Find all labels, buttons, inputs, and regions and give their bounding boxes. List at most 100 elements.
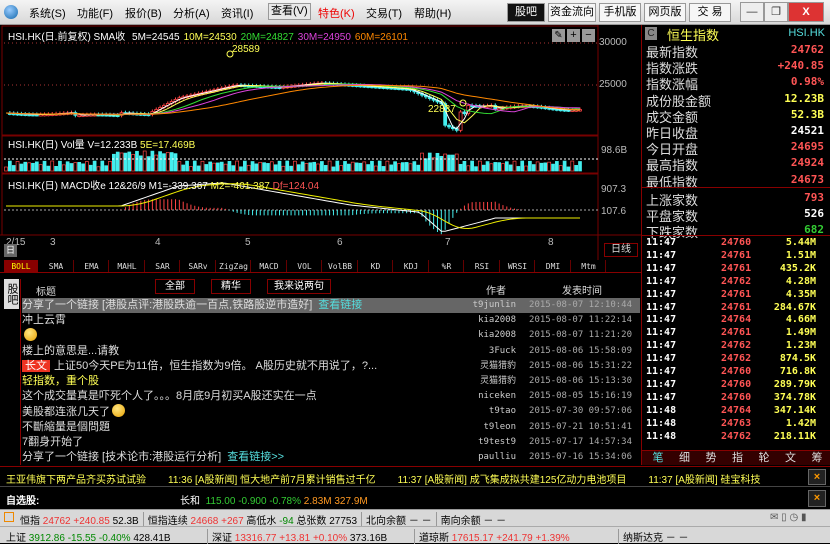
close-button[interactable]: X	[788, 2, 824, 22]
post-author[interactable]: 3Fuck	[488, 345, 516, 356]
news-item[interactable]: 11:36 [A股新闻] 恒大地产前7月累计销售过千亿	[168, 475, 376, 486]
volume-bar	[493, 162, 498, 172]
indicator-tab[interactable]: %R	[430, 260, 464, 273]
detail-tab[interactable]: 轮	[758, 452, 770, 464]
hsi-segment[interactable]: 恒指 24762 +240.85 52.3B	[20, 516, 139, 527]
indicator-tab[interactable]: KD	[359, 260, 393, 273]
maximize-button[interactable]: ❐	[764, 2, 788, 22]
kline-chart[interactable]	[0, 25, 641, 260]
post-author[interactable]: t9leon	[483, 421, 516, 432]
volume-bar	[304, 163, 309, 172]
indicator-tab[interactable]: SMA	[40, 260, 74, 273]
indicator-tab[interactable]: VolBB	[324, 260, 358, 273]
indicator-tab[interactable]: EMA	[75, 260, 109, 273]
indicator-tab[interactable]: MAHL	[111, 260, 145, 273]
indicator-tab[interactable]: SARv	[182, 260, 216, 273]
menu-quote[interactable]: 报价(B)	[125, 8, 162, 20]
detail-tab[interactable]: 势	[705, 452, 717, 464]
trade-button[interactable]: 交 易	[689, 3, 731, 22]
futures-segment[interactable]: 恒指连续 24668 +267 高低水 -94 总张数 27753	[142, 512, 361, 527]
forum-post[interactable]: 不斷縮量是個問題 t9leon 2015-07-21 10:51:41	[22, 420, 640, 435]
tool-icons[interactable]: ✉ ▯ ◷ ▮	[770, 512, 807, 523]
menu-system[interactable]: 系统(S)	[29, 8, 66, 20]
web-button[interactable]: 网页版	[644, 3, 686, 22]
detail-tab[interactable]: 筹	[811, 452, 823, 464]
news-item[interactable]: 11:37 [A股新闻] 成飞集成拟共建125亿动力电池项目	[397, 475, 627, 486]
edit-icon[interactable]: ✎	[552, 29, 565, 42]
post-button[interactable]: 我来说两句	[267, 279, 331, 294]
detail-tab[interactable]: 指	[732, 452, 743, 464]
forum-post[interactable]: 轻指数，重个股 灵猫猎豹 2015-08-06 15:13:30	[22, 374, 640, 389]
shanghai-segment[interactable]: 上证 3912.86 -15.55 -0.40% 428.41B	[6, 533, 171, 544]
post-author[interactable]: kia2008	[478, 330, 516, 341]
guba-button[interactable]: 股吧	[507, 3, 545, 22]
zoom-out-button[interactable]: −	[582, 29, 595, 42]
forum-post[interactable]: 冲上云霄 kia2008 2015-08-07 11:22:14	[22, 313, 640, 328]
post-author[interactable]: kia2008	[478, 315, 516, 326]
post-author[interactable]: paulliu	[478, 452, 516, 462]
detail-tab[interactable]: 文	[785, 452, 796, 464]
quote-label: 昨日收盘	[646, 126, 699, 141]
menu-function[interactable]: 功能(F)	[77, 8, 114, 20]
zoom-in-button[interactable]: +	[567, 29, 580, 42]
post-author[interactable]: t9junlin	[472, 300, 516, 310]
news-item[interactable]: 11:37 [A股新闻] 硅宝科技	[648, 475, 761, 486]
forum-post[interactable]: 分享了一个链接 [港股点评:港股跌逾一百点,铁路股逆市造好] 查看链接 t9junl…	[22, 298, 640, 313]
indicator-tab[interactable]: BOLL	[4, 260, 38, 273]
indicator-tab[interactable]: MACD	[253, 260, 287, 273]
fund-flow-button[interactable]: 资金流向	[548, 3, 596, 22]
post-title-wrap: 分享了一个链接 [技术论市:港股运行分析] 查看链接>>	[22, 451, 284, 463]
dow-jones-segment[interactable]: 道琼斯 17615.17 +241.79 +1.39%	[414, 529, 618, 544]
shenzhen-segment[interactable]: 深证 13316.77 +13.81 +0.10% 373.16B	[207, 529, 414, 544]
ma-label: 10M=24530	[183, 32, 237, 43]
indicator-tab[interactable]: ZigZag	[217, 260, 251, 273]
menu-special[interactable]: 特色(K)	[318, 8, 355, 20]
post-author[interactable]: 灵猫猎豹	[479, 376, 516, 386]
daily-period-button[interactable]: 日线	[604, 243, 638, 257]
detail-tab[interactable]: 细	[679, 452, 690, 464]
view-link[interactable]: 查看链接>>	[227, 451, 285, 463]
indicator-tab[interactable]: VOL	[288, 260, 322, 273]
guba-side-tab[interactable]: 股吧	[4, 279, 19, 309]
news-item[interactable]: 王亚伟旗下两产品齐买苏试试验	[6, 475, 146, 486]
post-author[interactable]: niceken	[478, 391, 516, 402]
menu-analysis[interactable]: 分析(A)	[173, 8, 210, 20]
volume-bar	[119, 152, 124, 172]
southbound-segment[interactable]: 南向余额 － －	[435, 512, 511, 527]
nasdaq-segment[interactable]: 纳斯达克 － －	[618, 529, 693, 544]
low-marker	[459, 99, 467, 107]
forum-post[interactable]: 楼上的意思是...请教 3Fuck 2015-08-06 15:58:09	[22, 344, 640, 359]
forum-post[interactable]: 美股都连涨几天了 t9tao 2015-07-30 09:57:06	[22, 404, 640, 419]
menu-view[interactable]: 查看(V)	[268, 3, 311, 20]
close-watchlist-button[interactable]: ×	[808, 490, 826, 507]
minimize-button[interactable]: —	[740, 2, 764, 22]
indicator-tab[interactable]: KDJ	[395, 260, 429, 273]
menu-trade[interactable]: 交易(T)	[366, 8, 403, 20]
tick-row: 11:47 24762 4.28M	[646, 276, 828, 289]
menu-help[interactable]: 帮助(H)	[414, 8, 452, 20]
indicator-tab[interactable]: Mtm	[572, 260, 606, 273]
watch-stock[interactable]: 长和 115.00 -0.900 -0.78% 2.83M 327.9M	[180, 496, 368, 507]
forum-post[interactable]: 这个成交量真是吓死个人了。。。8月底9月初买A股还实在一点 niceken 2015…	[22, 389, 640, 404]
indicator-tab[interactable]: DMI	[537, 260, 571, 273]
forum-post[interactable]: kia2008 2015-08-07 11:21:20	[22, 328, 640, 343]
northbound-segment[interactable]: 北向余额 － －	[361, 512, 436, 527]
forum-post[interactable]: 7翻身开始了 t9test9 2015-07-17 14:57:34	[22, 435, 640, 450]
indicator-tab[interactable]: SAR	[146, 260, 180, 273]
post-author[interactable]: t9tao	[488, 406, 516, 417]
menu-info[interactable]: 资讯(I)	[221, 8, 254, 20]
forum-post[interactable]: 长文 上证50今天PE为11倍，恒生指数为9倍。 A股历史就不用说了，?... 灵猫…	[22, 359, 640, 374]
close-news-button[interactable]: ×	[808, 469, 826, 485]
indicator-tab[interactable]: WRSI	[501, 260, 535, 273]
period-icon[interactable]: 日	[4, 244, 17, 257]
view-link[interactable]: 查看链接	[318, 299, 363, 311]
volume-bar	[158, 151, 162, 172]
post-author[interactable]: 灵猫猎豹	[479, 360, 516, 371]
forum-post[interactable]: 分享了一个链接 [技术论市:港股运行分析] 查看链接>> paulliu 2015-0…	[22, 450, 640, 465]
featured-button[interactable]: 精华	[211, 279, 251, 294]
all-button[interactable]: 全部	[155, 279, 195, 294]
detail-tab[interactable]: 笔	[652, 452, 664, 464]
mobile-button[interactable]: 手机版	[599, 3, 641, 22]
indicator-tab[interactable]: RSI	[466, 260, 500, 273]
post-author[interactable]: t9test9	[478, 436, 516, 447]
